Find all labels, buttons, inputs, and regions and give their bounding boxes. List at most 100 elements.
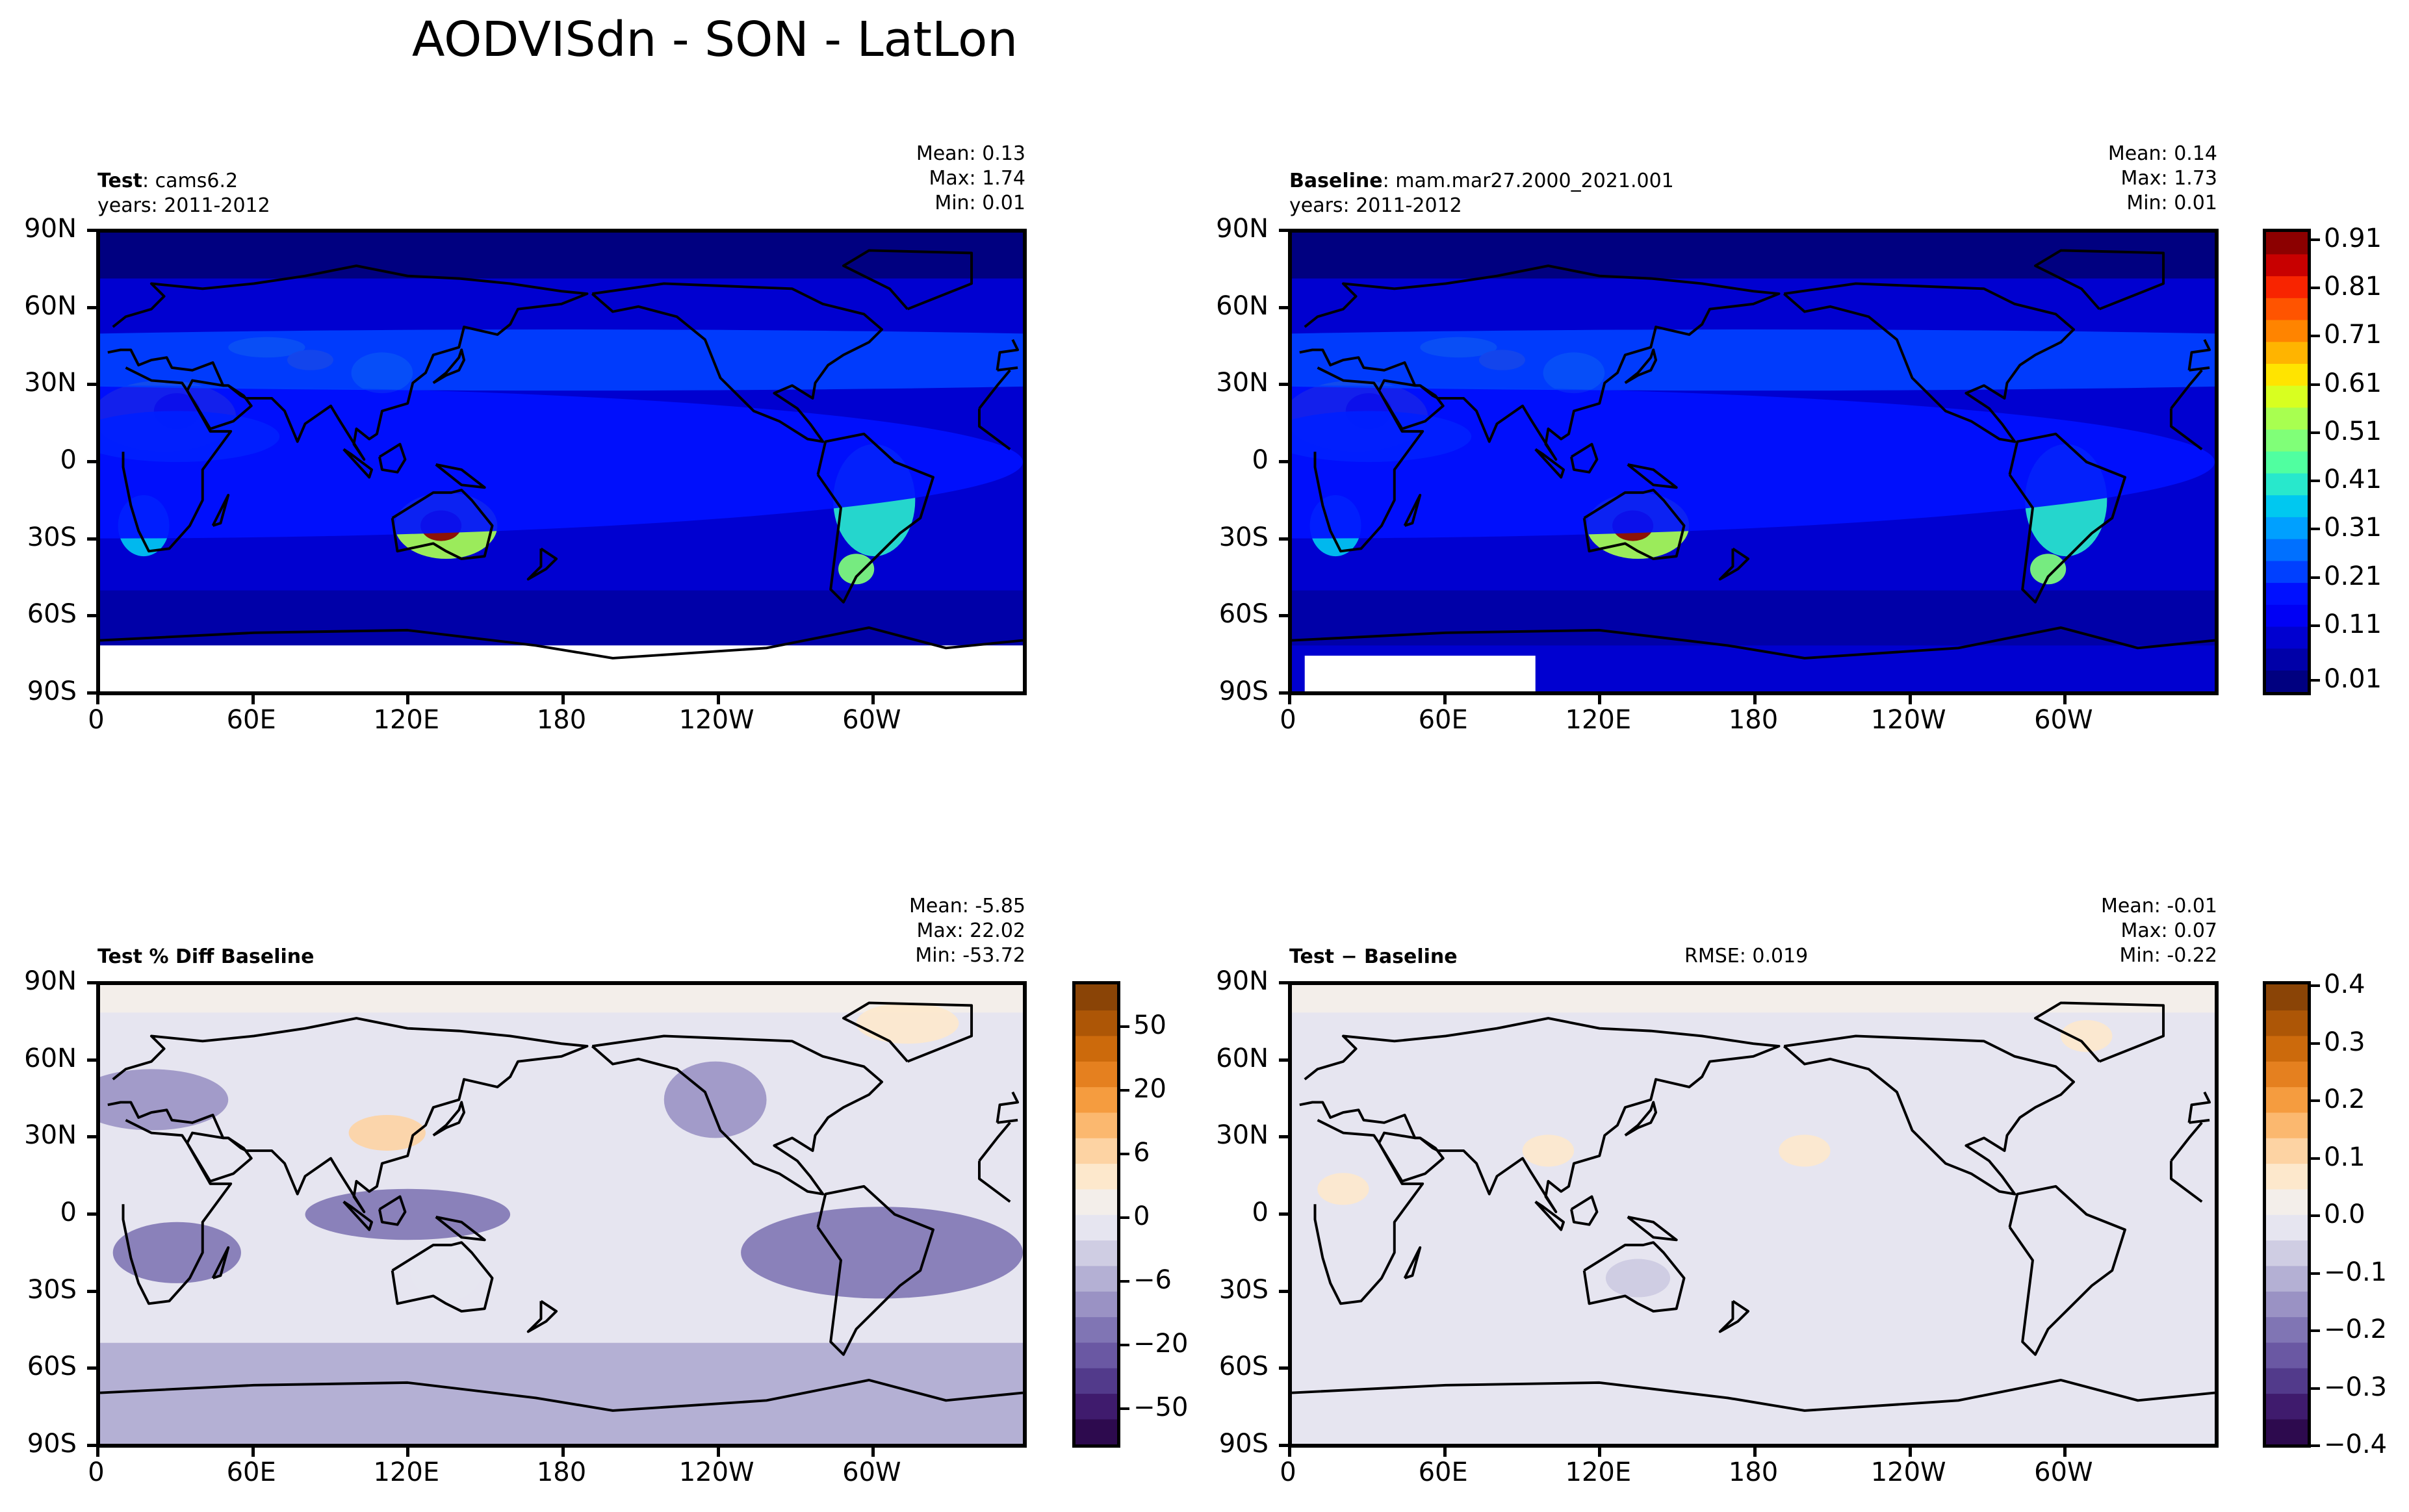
coastline [842,249,973,311]
colorbar-tick [2311,1099,2320,1102]
coastline [1378,1131,1445,1183]
coastline [842,1001,973,1063]
colorbar-segment [2266,648,2308,671]
colorbar-label: −0.1 [2324,1257,2388,1287]
rmse-label: RMSE: 0.019 [1684,945,1809,967]
colorbar-segment [1076,1368,1117,1394]
colorbar-tick [2311,238,2320,241]
coastline [1313,366,1424,553]
lon-tick [1753,1448,1757,1457]
coastline [1570,442,1599,474]
coastline [378,442,407,474]
coastline [186,379,253,430]
stat-min: Min: -0.22 [2119,944,2218,967]
lon-tick [1753,695,1757,704]
coastline [1403,494,1422,527]
lon-tick-label: 60W [842,1457,901,1487]
colorbar-label: −0.3 [2324,1372,2388,1402]
stat-min: Min: 0.01 [2126,192,2217,214]
colorbar-tick [2311,984,2320,987]
lat-tick [87,1289,96,1293]
stat-min: Min: 0.01 [934,192,1025,214]
colorbar-tick [2311,383,2320,386]
lat-tick-label: 90N [24,966,77,996]
lon-tick-label: 120E [373,705,440,735]
panel-stats-pctdiff: Mean: -5.85 Max: 22.02 Min: -53.72 [909,894,1025,968]
colorbar-segment [2266,429,2308,452]
lat-tick-label: 90S [27,1429,77,1459]
lat-tick-label: 30N [1216,368,1269,398]
panel-years: years: 2011-2012 [1289,194,1462,217]
colorbar-segment [2266,1138,2308,1164]
colorbar-label: 0.11 [2324,609,2382,639]
colorbar-tick [1120,1153,1129,1155]
panel-title-pctdiff: Test % Diff Baseline [97,945,315,969]
lon-tick-label: 60E [1418,705,1468,735]
colorbar-tick [2311,1272,2320,1275]
colorbar-tick [2311,480,2320,483]
coastline [2170,369,2203,409]
lon-tick [716,695,720,704]
lon-tick [2063,1448,2067,1457]
colorbar-label: 0 [1133,1201,1150,1231]
coastline [2008,1185,2126,1356]
coastline [391,1241,494,1313]
map-baseline [1288,229,2219,695]
colorbar-tick [2311,1329,2320,1332]
lon-tick [561,695,565,704]
colorbar-segment [2266,1291,2308,1318]
lat-tick [87,305,96,309]
colorbar-segment [2266,984,2308,1011]
coastline [978,1121,1011,1162]
lat-tick-label: 0 [1252,1198,1269,1227]
coastline [342,448,374,479]
colorbar-label: 0.51 [2324,416,2382,446]
coastline [100,1378,1023,1412]
field-blob [100,329,1023,391]
map-test [96,229,1027,695]
panel-years: years: 2011-2012 [97,194,270,217]
lon-tick [406,1448,410,1457]
field-blob [1292,385,2215,539]
panel-title-bold: Test − Baseline [1289,945,1458,968]
lat-tick-label: 30N [24,1120,77,1151]
lon-tick-label: 0 [88,705,105,735]
lat-tick-label: 60S [1218,1352,1269,1382]
colorbar-label: 0.31 [2324,513,2382,543]
lon-tick-label: 120W [1870,1457,1946,1487]
colorbar-segment [1076,1342,1117,1368]
lon-tick-label: 60E [1418,1457,1468,1487]
figure-title: AODVISdn - SON - LatLon [411,12,1018,68]
coastline [107,1017,589,1214]
colorbar-label: −0.2 [2324,1314,2388,1344]
lon-tick [561,1448,565,1457]
colorbar-segment [2266,1342,2308,1368]
coastline [1292,1378,2215,1412]
colorbar-tick [2311,528,2320,531]
lat-tick-label: 60N [1216,290,1269,321]
lat-tick [1279,614,1288,618]
lon-tick [251,1448,255,1457]
panel-title-rest: : cams6.2 [142,170,238,192]
coastline [211,494,230,527]
coastline [1534,448,1565,479]
lat-tick [1279,1212,1288,1216]
coastline [526,1300,558,1333]
lat-tick-label: 90S [27,676,77,706]
lon-tick [406,695,410,704]
panel-title-bold: Test % Diff Baseline [97,945,315,968]
field-blob [112,1222,241,1283]
colorbar-segment [2266,298,2308,320]
field-blob [838,554,875,585]
lat-tick-label: 30S [27,1274,77,1305]
coastline [1570,1195,1599,1226]
colorbar-segment [2266,232,2308,255]
colorbar-label: 6 [1133,1138,1150,1168]
coastline [1627,1216,1678,1242]
coastline [978,369,1011,409]
lat-tick [1279,305,1288,309]
colorbar-segment [2266,626,2308,649]
coastline [2169,1160,2203,1203]
lat-tick [1279,537,1288,541]
colorbar-tick [2311,624,2320,627]
